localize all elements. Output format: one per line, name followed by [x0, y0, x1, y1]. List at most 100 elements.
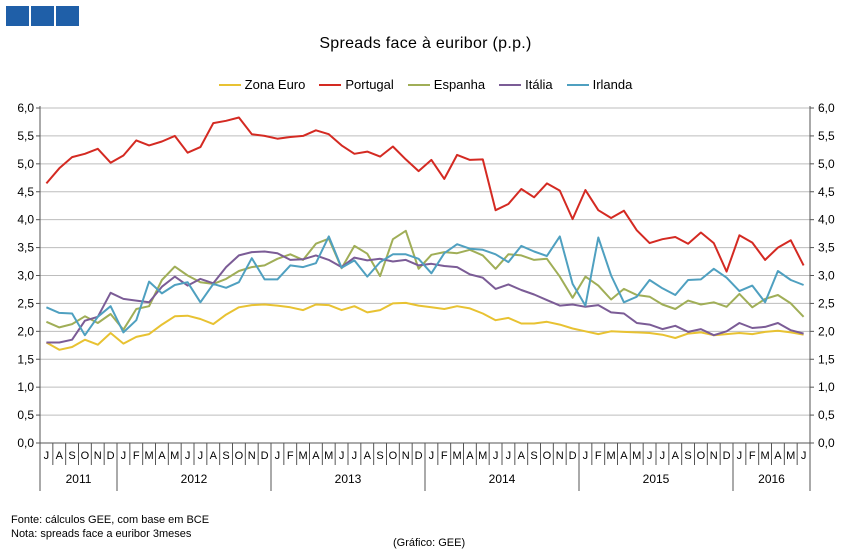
x-tick-label-month: N: [556, 450, 564, 462]
x-tick-label-month: A: [518, 450, 526, 462]
x-tick-label-month: D: [569, 450, 577, 462]
legend-swatch: [566, 83, 589, 86]
x-tick-label-month: J: [506, 450, 512, 462]
x-tick-label-month: O: [697, 450, 706, 462]
x-tick-label-month: A: [466, 450, 474, 462]
series-line-irlanda: [46, 235, 804, 337]
legend-label: Itália: [525, 77, 553, 92]
legend: Zona Euro Portugal Espanha Itália Irlanda: [0, 77, 851, 92]
notes: Fonte: cálculos GEE, com base em BCE Not…: [11, 513, 209, 541]
x-tick-label-month: J: [429, 450, 435, 462]
x-tick-label-month: J: [352, 450, 358, 462]
x-tick-label-month: A: [56, 450, 64, 462]
y-tick-label-right: 1,0: [818, 380, 835, 394]
y-tick-label-right: 5,0: [818, 157, 835, 171]
x-tick-label-month: M: [760, 450, 769, 462]
line-chart: 0,0 0,0 0,5 0,5 1,0 1,0 1,5 1,5 2,0 2,0 2,5 2,5 3,0 3…: [17, 101, 835, 491]
x-tick-label-month: M: [324, 450, 333, 462]
y-tick-label-left: 5,5: [17, 129, 34, 143]
y-tick-label-left: 6,0: [17, 101, 34, 115]
legend-label: Irlanda: [592, 77, 633, 92]
x-tick-label-month: J: [275, 450, 281, 462]
y-tick-label-right: 5,5: [818, 129, 835, 143]
logo-square-2: [31, 6, 54, 26]
x-tick-label-month: O: [235, 450, 244, 462]
logo-square-1: [6, 6, 29, 26]
x-tick-label-month: M: [298, 450, 307, 462]
x-tick-label-month: D: [723, 450, 731, 462]
x-tick-label-month: F: [133, 450, 140, 462]
chart-credit: (Gráfico: GEE): [393, 537, 466, 549]
chart-title: Spreads face à euribor (p.p.): [319, 35, 532, 52]
legend-item: Portugal: [319, 77, 394, 92]
y-tick-label-right: 6,0: [818, 101, 835, 115]
y-tick-label-left: 1,0: [17, 380, 34, 394]
y-tick-label-left: 1,5: [17, 352, 34, 366]
x-tick-label-month: N: [402, 450, 410, 462]
x-tick-label-month: J: [583, 450, 589, 462]
y-tick-label-left: 0,5: [17, 408, 34, 422]
legend-item: Itália: [499, 77, 553, 92]
x-tick-label-month: A: [312, 450, 320, 462]
x-tick-label-year: 2015: [643, 472, 670, 486]
x-tick-label-month: D: [415, 450, 423, 462]
x-tick-label-month: A: [620, 450, 628, 462]
x-tick-label-month: M: [478, 450, 487, 462]
x-tick-label-month: F: [595, 450, 602, 462]
legend-item: Irlanda: [566, 77, 633, 92]
y-tick-label-right: 0,0: [818, 436, 835, 450]
x-tick-label-month: S: [376, 450, 383, 462]
series-line-zonaeuro: [45, 301, 804, 351]
y-tick-label-right: 1,5: [818, 352, 835, 366]
x-tick-label-month: F: [287, 450, 294, 462]
x-tick-label-month: M: [144, 450, 153, 462]
y-tick-label-left: 3,0: [17, 269, 34, 283]
y-tick-label-left: 2,5: [17, 296, 34, 310]
x-tick-label-month: S: [684, 450, 691, 462]
source-note: Fonte: cálculos GEE, com base em BCE: [11, 514, 210, 526]
y-tick-label-right: 4,0: [818, 213, 835, 227]
y-tick-label-left: 0,0: [17, 436, 34, 450]
legend-label: Espanha: [433, 77, 486, 92]
x-tick-label-month: A: [774, 450, 782, 462]
y-tick-label-right: 2,0: [818, 324, 835, 338]
x-tick-label-year: 2014: [489, 472, 516, 486]
y-tick-label-left: 4,0: [17, 213, 34, 227]
x-tick-label-month: O: [543, 450, 552, 462]
x-tick-label-month: J: [647, 450, 653, 462]
x-tick-label-month: A: [158, 450, 166, 462]
y-tick-label-left: 5,0: [17, 157, 34, 171]
legend-swatch: [218, 83, 241, 86]
x-tick-label-month: M: [606, 450, 615, 462]
y-tick-label-right: 3,5: [818, 241, 835, 255]
x-tick-label-month: A: [364, 450, 372, 462]
x-tick-label-month: F: [441, 450, 448, 462]
x-tick-label-year: 2016: [758, 472, 785, 486]
x-tick-label-year: 2013: [335, 472, 362, 486]
x-tick-label-month: M: [452, 450, 461, 462]
x-tick-label-month: A: [210, 450, 218, 462]
x-tick-label-month: D: [261, 450, 269, 462]
y-tick-label-right: 2,5: [818, 296, 835, 310]
legend-swatch: [499, 83, 522, 86]
legend-label: Zona Euro: [244, 77, 306, 92]
x-tick-label-month: A: [672, 450, 680, 462]
legend-item: Zona Euro: [218, 77, 306, 92]
y-tick-label-left: 3,5: [17, 241, 34, 255]
x-tick-label-month: S: [222, 450, 229, 462]
method-note: Nota: spreads face a euribor 3meses: [11, 528, 192, 540]
logo: [6, 6, 79, 26]
series-line-portugal: [45, 116, 805, 273]
y-tick-label-left: 2,0: [17, 324, 34, 338]
x-tick-label-year: 2012: [181, 472, 208, 486]
x-tick-label-month: S: [530, 450, 537, 462]
x-tick-label-month: J: [339, 450, 345, 462]
x-tick-label-month: F: [749, 450, 756, 462]
x-tick-label-month: D: [107, 450, 115, 462]
x-tick-label-month: J: [660, 450, 666, 462]
x-tick-label-month: N: [94, 450, 102, 462]
x-tick-label-month: O: [81, 450, 90, 462]
x-tick-label-month: N: [710, 450, 718, 462]
x-tick-label-month: M: [786, 450, 795, 462]
x-tick-label-month: N: [248, 450, 256, 462]
